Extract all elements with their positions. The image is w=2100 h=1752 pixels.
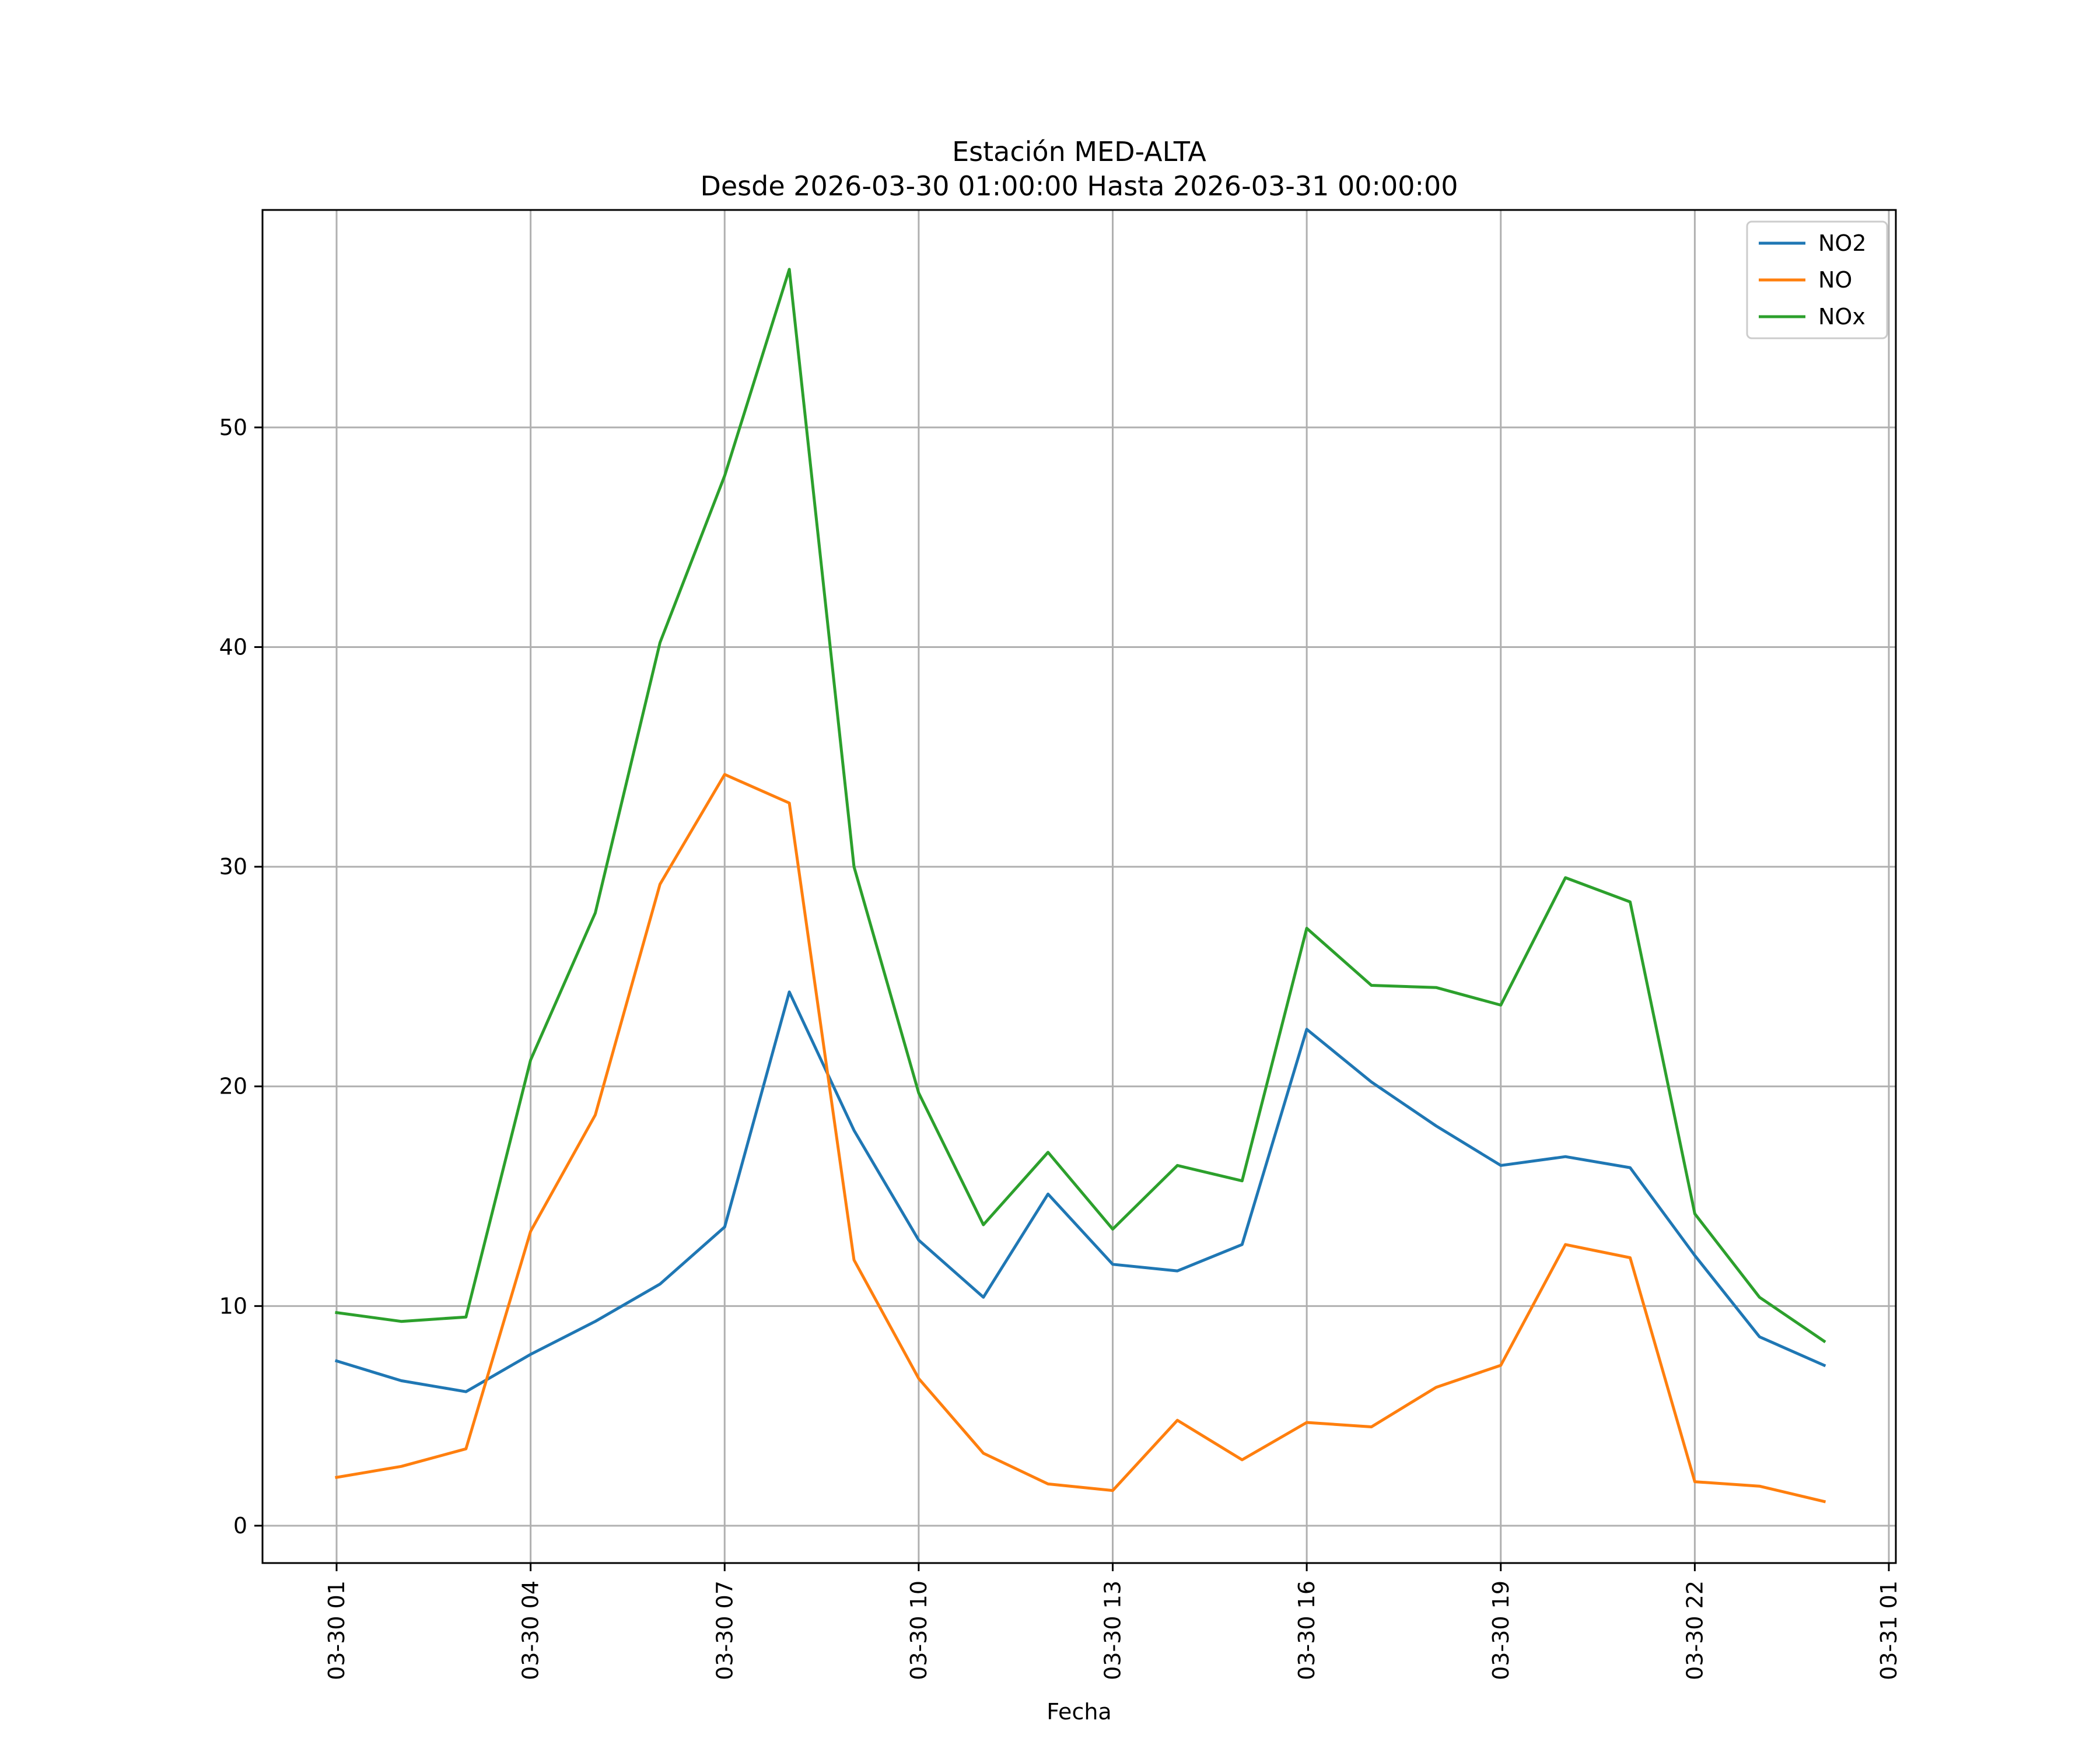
x-tick-label: 03-30 13 <box>1100 1581 1126 1680</box>
y-tick-label: 10 <box>219 1293 247 1319</box>
y-tick-label: 30 <box>219 854 247 879</box>
x-tick-label: 03-30 04 <box>518 1581 544 1680</box>
series-line-nox <box>335 268 1826 1344</box>
x-tick-label: 03-30 16 <box>1294 1581 1320 1680</box>
legend-label-no: NO <box>1818 267 1852 293</box>
series-line-no2 <box>334 990 1826 1393</box>
y-axis: 0 10 20 30 40 50 <box>219 415 262 1539</box>
legend-box <box>1746 220 1888 339</box>
x-axis-label: Fecha <box>1046 1699 1111 1725</box>
plot-frame <box>261 209 1897 1564</box>
y-tick-label: 50 <box>219 415 247 440</box>
x-tick-label: 03-30 01 <box>324 1581 349 1680</box>
legend-label-no2: NO2 <box>1818 230 1867 256</box>
series-line-no <box>335 773 1826 1504</box>
chart-title: Estación MED-ALTA <box>952 136 1206 167</box>
legend: NO2 NO NOx <box>1746 220 1888 339</box>
x-tick-label: 03-30 10 <box>906 1581 932 1680</box>
y-tick-label: 20 <box>219 1074 247 1099</box>
series-lines <box>334 268 1826 1504</box>
x-axis: 03-30 01 03-30 04 03-30 07 03-30 10 03-30 13… <box>324 1563 1902 1680</box>
x-tick-label: 03-30 22 <box>1682 1581 1707 1680</box>
y-tick-label: 40 <box>219 634 247 660</box>
legend-label-nox: NOx <box>1818 304 1866 330</box>
grid-lines <box>262 210 1896 1563</box>
x-tick-label: 03-30 19 <box>1488 1581 1514 1680</box>
x-tick-label: 03-31 01 <box>1876 1581 1902 1680</box>
x-tick-label: 03-30 07 <box>712 1581 737 1680</box>
chart-subtitle: Desde 2026-03-30 01:00:00 Hasta 2026-03-… <box>700 170 1458 202</box>
y-tick-label: 0 <box>233 1513 247 1539</box>
